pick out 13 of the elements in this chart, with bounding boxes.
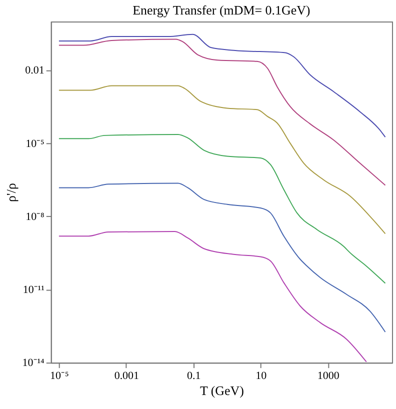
y-axis-title: ρ'/ρ <box>3 183 18 202</box>
x-axis-title: T (GeV) <box>200 383 244 398</box>
y-tick-label: 10⁻¹⁴ <box>22 357 45 370</box>
x-tick-label: 1000 <box>317 370 340 382</box>
y-tick-label: 0.01 <box>25 64 44 77</box>
x-tick-label: 0.1 <box>187 370 201 382</box>
y-tick-label: 10⁻¹¹ <box>22 284 44 296</box>
chart-title: Energy Transfer (mDM= 0.1GeV) <box>132 2 310 18</box>
x-tick-label: 10 <box>256 370 268 382</box>
y-tick-label: 10⁻⁸ <box>26 210 45 223</box>
x-tick-label: 10⁻⁵ <box>50 370 70 382</box>
x-tick-label: 0.001 <box>114 370 140 382</box>
y-tick-label: 10⁻⁵ <box>26 138 45 150</box>
